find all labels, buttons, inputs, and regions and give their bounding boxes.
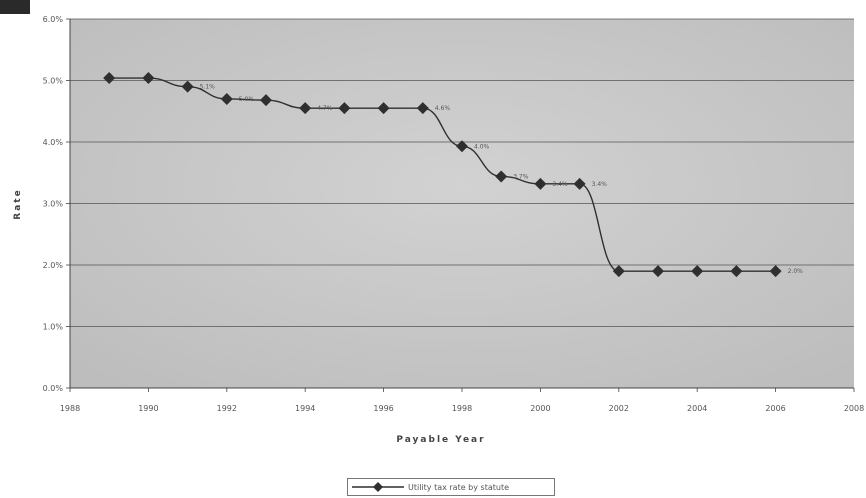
- data-label: 5.1%: [200, 84, 216, 91]
- y-tick-label: 5.0%: [43, 77, 64, 86]
- x-tick-label: 1988: [60, 404, 80, 413]
- x-tick-label: 1994: [295, 404, 315, 413]
- data-label: 5.0%: [239, 96, 255, 103]
- x-tick-label: 2008: [844, 404, 864, 413]
- x-tick-label: 1990: [138, 404, 158, 413]
- y-axis: 0.0% 1.0% 2.0% 3.0% 4.0% 5.0% 6.0%: [43, 15, 70, 393]
- y-tick-label: 1.0%: [43, 323, 64, 332]
- y-tick-label: 4.0%: [43, 138, 64, 147]
- data-label: 4.7%: [317, 105, 333, 112]
- x-tick-label: 2006: [765, 404, 785, 413]
- data-label: 3.7%: [513, 173, 529, 180]
- x-tick-label: 2000: [530, 404, 550, 413]
- x-axis: 1988 1990 1992 1994 1996 1998 2000 2002 2004 2006…: [60, 388, 864, 413]
- y-tick-label: 0.0%: [43, 384, 64, 393]
- x-tick-label: 1992: [217, 404, 237, 413]
- y-tick-label: 2.0%: [43, 261, 64, 270]
- y-tick-label: 6.0%: [43, 15, 64, 24]
- legend: Utility tax rate by statute: [347, 478, 555, 496]
- y-tick-label: 3.0%: [43, 200, 64, 209]
- x-tick-label: 1998: [452, 404, 472, 413]
- x-tick-label: 1996: [373, 404, 393, 413]
- x-tick-label: 2004: [687, 404, 707, 413]
- data-label: 2.0%: [788, 268, 804, 275]
- diamond-icon: [352, 480, 404, 494]
- data-label: 3.4%: [592, 181, 608, 188]
- line-chart: 0.0% 1.0% 2.0% 3.0% 4.0% 5.0% 6.0% 1988 1990 199…: [0, 0, 866, 478]
- data-label: 4.6%: [435, 105, 451, 112]
- x-tick-label: 2002: [609, 404, 629, 413]
- y-axis-title: Rate: [13, 188, 23, 219]
- legend-line-swatch: [352, 480, 404, 494]
- x-axis-title: Payable Year: [396, 435, 485, 445]
- legend-label: Utility tax rate by statute: [408, 483, 509, 492]
- data-label: 3.4%: [552, 181, 568, 188]
- data-label: 4.0%: [474, 143, 490, 150]
